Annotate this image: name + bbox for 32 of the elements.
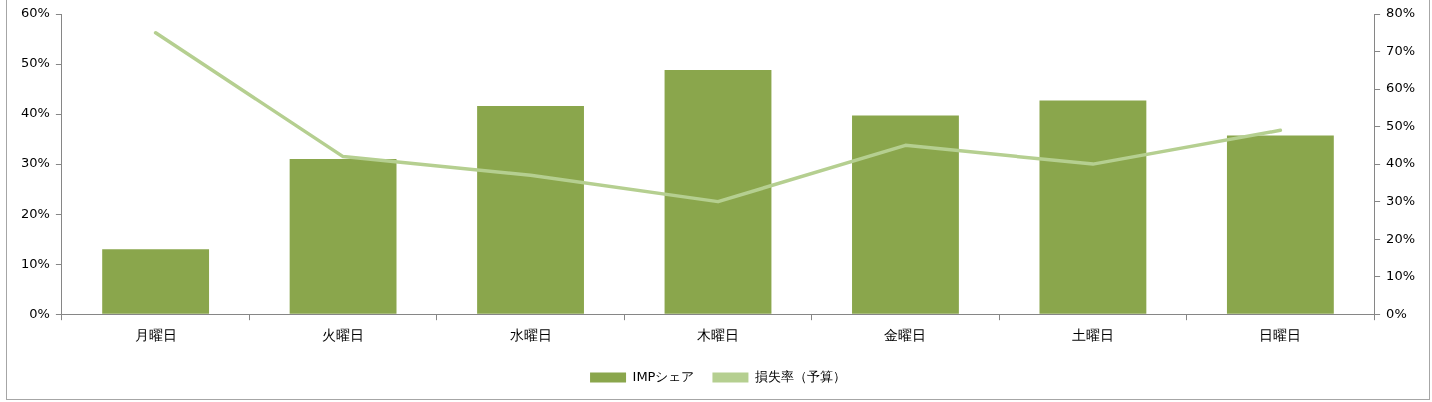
- bar: [477, 106, 584, 314]
- y-tick-label: 60%: [20, 5, 50, 21]
- x-tick-label: 火曜日: [322, 327, 365, 344]
- legend-label: 損失率（予算）: [754, 368, 846, 384]
- y2-tick-label: 30%: [1386, 193, 1416, 208]
- y-tick-label: 0%: [29, 305, 50, 321]
- bar: [1039, 100, 1147, 314]
- x-tick-label: 木曜日: [697, 327, 739, 344]
- y2-tick-label: 0%: [1386, 305, 1407, 321]
- x-tick-label: 水曜日: [509, 327, 552, 344]
- bar: [289, 159, 397, 314]
- y2-tick-label: 60%: [1386, 80, 1416, 96]
- y-tick-label: 10%: [20, 255, 50, 271]
- y2-tick-label: 50%: [1386, 117, 1416, 133]
- x-tick-label: 土曜日: [1071, 327, 1114, 344]
- y-tick-label: 30%: [20, 155, 50, 171]
- bar: [1226, 135, 1334, 314]
- bar: [852, 115, 959, 314]
- y-tick-label: 20%: [20, 205, 50, 221]
- legend-label: IMPシェア: [632, 368, 695, 384]
- bar: [102, 249, 210, 314]
- y2-tick-label: 80%: [1386, 5, 1416, 21]
- y2-tick-label: 40%: [1386, 155, 1416, 171]
- y-tick-label: 50%: [20, 55, 50, 71]
- x-tick-label: 月曜日: [134, 327, 177, 344]
- y2-tick-label: 20%: [1386, 230, 1416, 246]
- y2-tick-label: 70%: [1386, 42, 1416, 58]
- x-tick-label: 日曜日: [1259, 327, 1302, 344]
- x-tick-label: 金曜日: [884, 327, 927, 344]
- y-tick-label: 40%: [20, 105, 50, 121]
- y2-tick-label: 10%: [1386, 268, 1416, 284]
- bar: [664, 70, 772, 314]
